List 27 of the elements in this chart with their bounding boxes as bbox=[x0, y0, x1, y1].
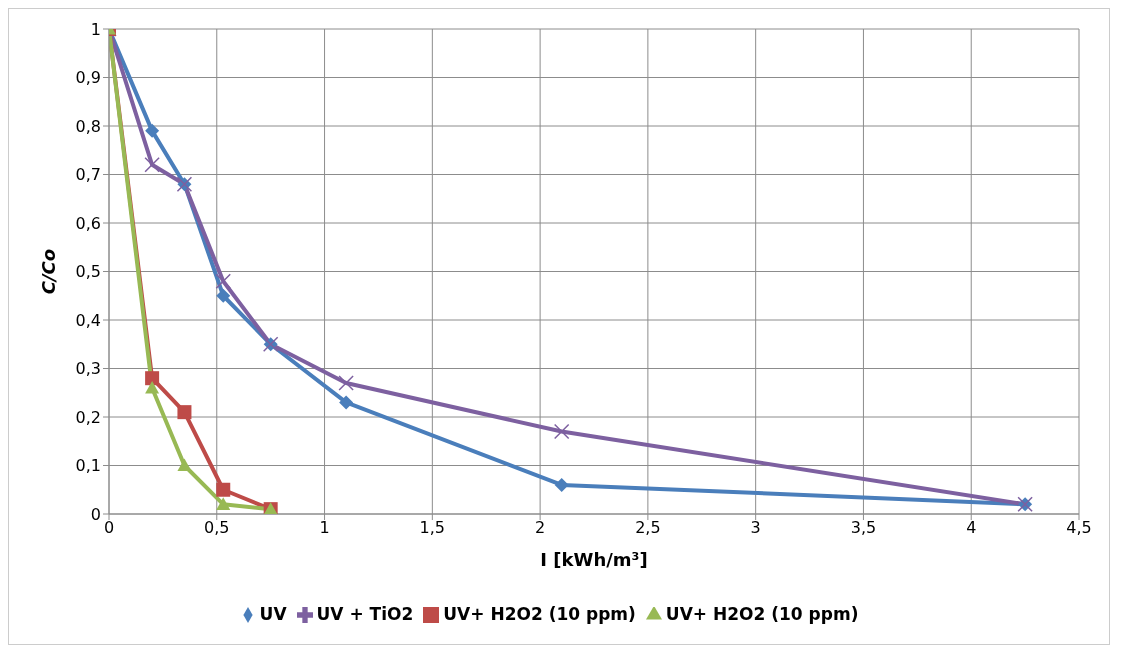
x-tick-label: 1 bbox=[319, 518, 330, 538]
y-tick-label: 0 bbox=[90, 504, 101, 524]
x-tick-label: 3,5 bbox=[850, 518, 877, 538]
x-tick-label: 0 bbox=[103, 518, 115, 538]
x-tick-label: 2 bbox=[535, 518, 546, 538]
y-tick-label: 0,9 bbox=[75, 68, 101, 88]
y-tick-label: 0,2 bbox=[75, 407, 101, 427]
x-tick-label: 4 bbox=[966, 518, 977, 538]
x-tick-label: 0,5 bbox=[204, 518, 230, 538]
y-tick-label: 0,5 bbox=[75, 262, 101, 282]
legend-label: UV + TiO2 bbox=[316, 604, 414, 624]
y-tick-label: 1 bbox=[90, 19, 101, 39]
x-tick-label: 4,5 bbox=[1066, 518, 1092, 538]
y-tick-label: 0,4 bbox=[75, 310, 101, 330]
legend-label: UV+ H2O2 (10 ppm) bbox=[443, 604, 636, 624]
y-tick-label: 0,1 bbox=[75, 456, 101, 476]
legend-label: UV+ H2O2 (10 ppm) bbox=[665, 604, 859, 624]
x-tick-label: 2,5 bbox=[635, 518, 661, 538]
x-tick-label: 1,5 bbox=[419, 518, 446, 538]
y-tick-label: 0,6 bbox=[75, 213, 101, 233]
legend-label: UV bbox=[259, 604, 287, 624]
y-axis-title: C/Co bbox=[38, 248, 60, 295]
y-tick-label: 0,3 bbox=[75, 359, 101, 379]
x-axis-title: I [kWh/m³] bbox=[540, 549, 648, 570]
x-tick-label: 3 bbox=[750, 518, 761, 538]
y-tick-label: 0,7 bbox=[75, 165, 101, 185]
y-tick-label: 0,8 bbox=[75, 116, 101, 136]
